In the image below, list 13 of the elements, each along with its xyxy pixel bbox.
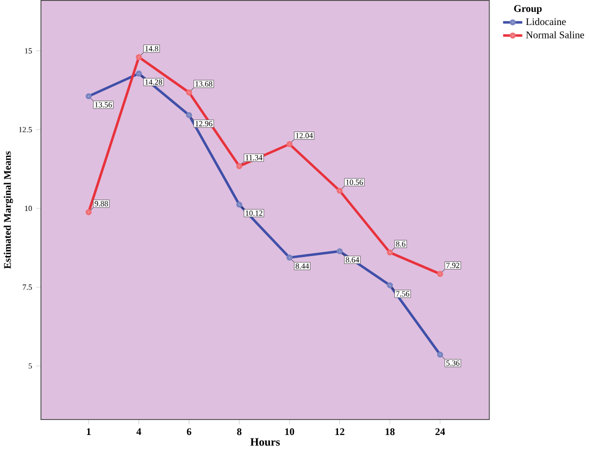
x-tick-label: 6 bbox=[186, 428, 192, 436]
x-tick-label: 1 bbox=[86, 428, 91, 436]
x-tick-label: 4 bbox=[136, 428, 142, 436]
legend-label: Lidocaine bbox=[526, 18, 566, 26]
x-tick-label: 12 bbox=[335, 428, 344, 436]
x-axis-title: Hours bbox=[250, 438, 280, 446]
x-tick-label: 18 bbox=[386, 428, 395, 436]
x-tick-label: 24 bbox=[435, 428, 445, 436]
x-tick-label: 8 bbox=[237, 428, 242, 436]
legend-title: Group bbox=[514, 5, 542, 14]
y-axis-title: Estimated Marginal Means bbox=[4, 152, 13, 269]
legend-label: Normal Saline bbox=[526, 31, 584, 39]
x-tick-label: 10 bbox=[285, 428, 294, 436]
